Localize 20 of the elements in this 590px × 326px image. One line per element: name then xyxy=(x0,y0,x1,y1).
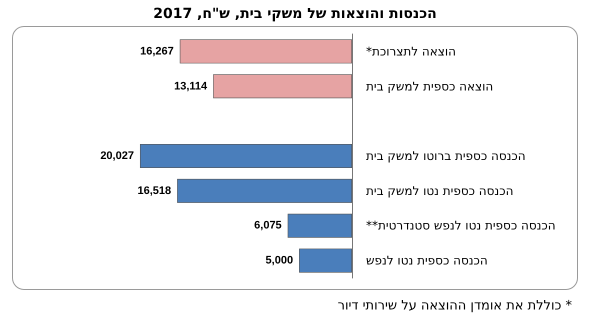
bar xyxy=(180,39,352,64)
data-label: 5,000 xyxy=(266,254,294,267)
bar xyxy=(299,248,352,273)
data-label: 13,114 xyxy=(174,80,208,92)
data-label: 16,267 xyxy=(140,45,174,58)
y-tick-label: הכנסה כספית נטו לנפש סטנדרטית** xyxy=(366,218,556,233)
y-tick-label: הוצאה לתצרוכת* xyxy=(366,44,456,58)
y-tick-label: הכנסה כספית נטו למשק בית xyxy=(366,184,514,198)
bar xyxy=(177,178,352,203)
chart-title: הכנסות והוצאות של משקי בית, ש"ח, 2017 xyxy=(153,6,437,22)
bar xyxy=(288,214,352,238)
data-label: 6,075 xyxy=(254,220,282,232)
text: * כוללת את אומדן ההוצאה על שירותי דיור xyxy=(338,298,572,314)
y-tick-label: הכנסה כספית ברוטו למשק בית xyxy=(366,149,526,163)
y-tick-label: הוצאה כספית למשק בית xyxy=(366,79,494,94)
data-label: 20,027 xyxy=(100,150,134,162)
bar xyxy=(140,144,352,168)
bar xyxy=(213,74,352,98)
y-tick-label: הכנסה כספית נטו לנפש xyxy=(366,254,488,268)
data-label: 16,518 xyxy=(137,184,172,197)
